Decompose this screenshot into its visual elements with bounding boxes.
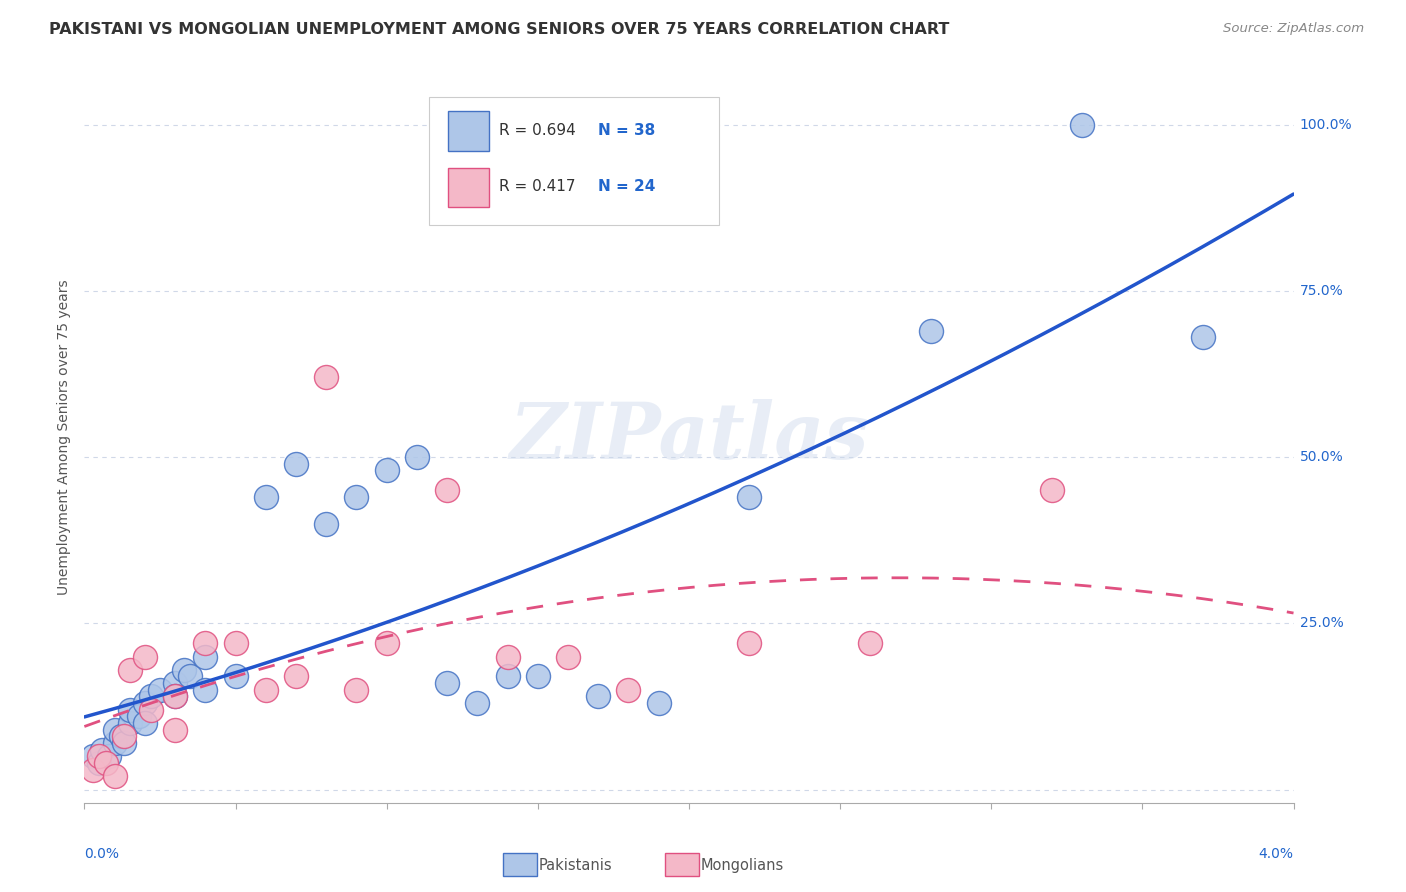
Point: [82, 763, 104, 777]
Point: [94, 756, 117, 770]
Point: [104, 736, 127, 750]
Text: 75.0%: 75.0%: [1299, 284, 1343, 298]
Text: N = 24: N = 24: [599, 179, 655, 194]
Point: [165, 676, 187, 690]
Point: [149, 682, 172, 697]
Point: [118, 663, 141, 677]
Text: 4.0%: 4.0%: [1258, 847, 1294, 861]
Point: [738, 636, 761, 650]
Point: [436, 676, 458, 690]
Point: [920, 324, 942, 338]
Point: [284, 457, 308, 471]
Text: 0.0%: 0.0%: [84, 847, 120, 861]
Point: [617, 682, 640, 697]
Point: [165, 723, 187, 737]
Text: ZIPatlas: ZIPatlas: [509, 399, 869, 475]
Text: 50.0%: 50.0%: [1299, 450, 1343, 464]
Point: [104, 769, 127, 783]
Point: [91, 742, 114, 756]
Point: [194, 649, 217, 664]
Point: [128, 709, 150, 723]
Point: [112, 736, 135, 750]
FancyBboxPatch shape: [449, 112, 489, 151]
Point: [118, 703, 141, 717]
Point: [173, 663, 195, 677]
Text: Pakistanis: Pakistanis: [538, 858, 612, 872]
Text: Source: ZipAtlas.com: Source: ZipAtlas.com: [1223, 22, 1364, 36]
Point: [346, 682, 368, 697]
Point: [467, 696, 489, 710]
Point: [315, 370, 337, 384]
Point: [225, 636, 247, 650]
Text: PAKISTANI VS MONGOLIAN UNEMPLOYMENT AMONG SENIORS OVER 75 YEARS CORRELATION CHAR: PAKISTANI VS MONGOLIAN UNEMPLOYMENT AMON…: [49, 22, 949, 37]
Point: [194, 636, 217, 650]
Point: [118, 716, 141, 731]
Point: [139, 690, 162, 704]
Point: [375, 636, 398, 650]
Text: Mongolians: Mongolians: [700, 858, 783, 872]
Point: [97, 749, 120, 764]
Point: [165, 690, 187, 704]
Point: [496, 649, 519, 664]
Point: [139, 703, 162, 717]
Point: [134, 716, 156, 731]
FancyBboxPatch shape: [429, 97, 720, 225]
FancyBboxPatch shape: [449, 168, 489, 207]
Point: [496, 669, 519, 683]
Point: [738, 490, 761, 504]
Text: 100.0%: 100.0%: [1299, 118, 1353, 131]
Point: [588, 690, 610, 704]
Point: [859, 636, 882, 650]
Y-axis label: Unemployment Among Seniors over 75 years: Unemployment Among Seniors over 75 years: [58, 279, 72, 595]
Point: [436, 483, 458, 498]
Text: 25.0%: 25.0%: [1299, 616, 1343, 631]
Point: [1192, 330, 1215, 344]
Point: [1040, 483, 1063, 498]
Point: [254, 682, 277, 697]
Point: [647, 696, 671, 710]
Point: [110, 729, 132, 743]
Point: [406, 450, 429, 464]
Point: [194, 682, 217, 697]
Point: [315, 516, 337, 531]
Point: [89, 756, 111, 770]
Point: [346, 490, 368, 504]
Point: [165, 690, 187, 704]
Text: R = 0.694: R = 0.694: [499, 123, 576, 137]
Point: [557, 649, 579, 664]
Point: [1071, 118, 1094, 132]
Point: [134, 696, 156, 710]
Point: [179, 669, 201, 683]
Point: [225, 669, 247, 683]
Point: [375, 463, 398, 477]
Point: [89, 749, 111, 764]
Point: [82, 749, 104, 764]
Text: N = 38: N = 38: [599, 123, 655, 137]
Point: [104, 723, 127, 737]
Point: [134, 649, 156, 664]
Point: [112, 729, 135, 743]
Point: [284, 669, 308, 683]
Point: [254, 490, 277, 504]
Text: R = 0.417: R = 0.417: [499, 179, 575, 194]
Point: [527, 669, 550, 683]
